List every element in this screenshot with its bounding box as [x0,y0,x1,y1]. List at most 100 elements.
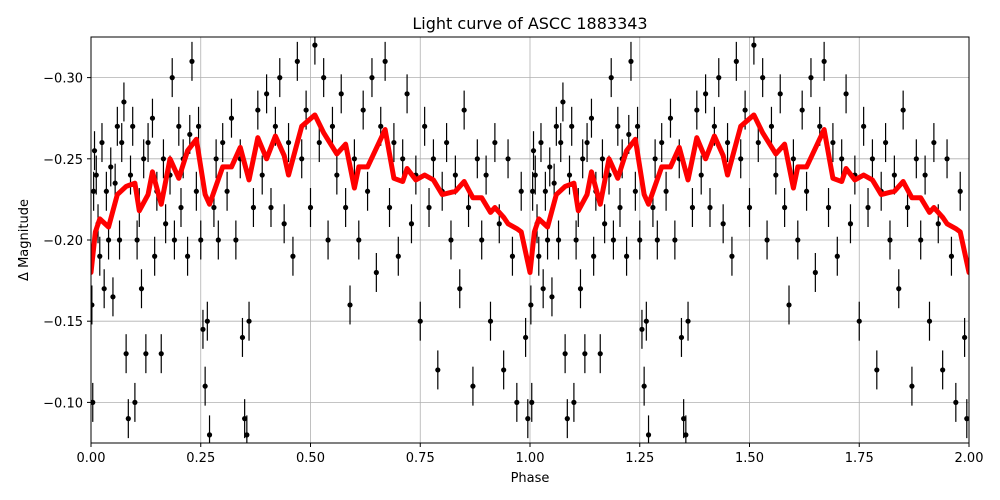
data-point [329,106,336,146]
point-marker [663,188,669,194]
data-point [525,399,531,439]
data-point [307,188,314,228]
data-point [395,236,401,276]
point-marker [272,123,278,129]
point-marker [474,156,480,162]
point-marker [610,237,617,243]
data-point [457,269,463,309]
data-point [141,139,147,179]
observation-points [91,37,969,443]
y-tick-label: −0.10 [43,396,83,411]
data-point [501,350,507,390]
point-marker [608,75,614,81]
point-marker [733,58,739,64]
point-marker [654,237,660,243]
data-point [909,366,915,406]
data-point [382,41,388,81]
data-point [724,123,731,163]
data-point [250,188,257,228]
point-marker [294,58,300,64]
point-marker [211,204,217,211]
point-marker [307,204,314,211]
data-point [580,139,586,179]
model-curve-group [91,112,969,275]
point-marker [935,221,941,227]
point-marker [426,204,432,211]
point-marker [259,172,265,178]
data-point [588,98,595,138]
data-point [913,139,919,179]
data-point [584,123,590,163]
point-marker [121,99,127,105]
point-marker [149,115,156,121]
point-marker [795,237,801,243]
point-marker [285,139,292,146]
point-marker [751,42,757,48]
data-point [659,123,665,163]
data-point [294,41,300,81]
x-tick-label: 2.00 [955,451,984,466]
data-point [861,106,867,146]
point-marker [200,326,206,332]
point-marker [457,286,463,292]
data-point [529,382,535,422]
data-point [591,236,597,276]
data-point [169,58,175,98]
data-point [200,309,206,349]
point-marker [707,204,713,211]
data-point [683,415,689,443]
point-marker [821,58,827,64]
point-marker [641,383,647,389]
data-point [808,58,814,98]
point-marker [577,286,584,292]
point-marker [626,131,632,138]
point-marker [369,75,375,81]
data-point [795,220,801,260]
data-point [553,106,559,146]
data-point [119,123,125,163]
data-point [922,155,928,195]
point-marker [470,383,476,389]
point-marker [492,139,498,146]
point-marker [746,204,753,211]
data-point [228,98,235,138]
data-point [149,98,156,138]
data-point [566,155,573,195]
data-point [738,139,744,179]
point-marker [918,237,924,243]
point-marker [528,302,534,308]
point-marker [461,107,467,113]
data-point [101,269,107,309]
point-marker [931,139,937,146]
point-marker [132,399,138,405]
data-point [312,37,318,65]
point-marker [532,172,538,178]
data-point [931,123,937,163]
data-point [356,220,362,260]
point-marker [114,123,120,129]
y-axis-label: Δ Magnitude [17,199,32,281]
point-marker [246,318,252,324]
point-marker [869,156,876,162]
data-point [91,382,96,422]
point-marker [204,318,210,324]
data-point [347,285,353,325]
data-point [530,171,536,211]
point-marker [351,156,357,162]
data-point [176,106,182,146]
data-point [755,123,761,163]
point-marker [573,237,579,243]
point-marker [681,416,687,422]
point-marker [338,91,344,97]
data-point [948,236,955,276]
point-marker [643,318,649,324]
data-point [678,317,685,357]
point-marker [773,172,779,178]
y-axis-ticks: −0.30 −0.25 −0.20 −0.15 −0.10 [43,72,91,411]
data-point [242,399,248,439]
point-marker [239,334,246,341]
data-point [645,415,652,443]
data-point [641,366,647,406]
point-marker [395,253,401,259]
point-marker [91,148,98,154]
